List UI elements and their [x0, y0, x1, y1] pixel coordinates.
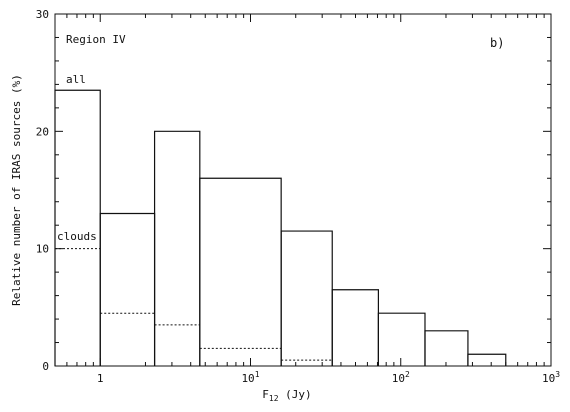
y-tick-label: 0: [42, 360, 49, 373]
bar-all: [153, 130, 201, 366]
x-tick-label: 101: [241, 370, 259, 385]
x-tick-label: 103: [542, 370, 560, 385]
x-tick-label: 102: [392, 370, 410, 385]
region-label: Region IV: [66, 33, 126, 46]
x-axis-label-sub: 12: [269, 394, 279, 403]
bar-all: [99, 212, 156, 366]
y-tick-label: 20: [36, 125, 49, 138]
bar-all: [199, 177, 282, 366]
x-tick-label: 1: [97, 372, 104, 385]
annotations: Region IV b) all clouds: [57, 33, 504, 243]
bar-all: [467, 353, 507, 366]
bar-all: [331, 289, 379, 366]
bar-all: [424, 330, 469, 366]
y-tick-label: 30: [36, 8, 49, 21]
x-axis-label-main: F: [262, 388, 269, 401]
bar-all: [280, 230, 333, 366]
y-axis: 0 10 20 30: [36, 8, 551, 373]
series-label-clouds: clouds: [57, 230, 97, 243]
x-axis-label: F12 (Jy): [262, 388, 311, 403]
series-label-all: all: [66, 73, 86, 86]
histogram-bars: [54, 89, 507, 366]
y-axis-label: Relative number of IRAS sources (%): [10, 74, 23, 306]
x-axis-label-unit: (Jy): [279, 388, 312, 401]
y-tick-label: 10: [36, 243, 49, 256]
x-axis: 1 101 102 103: [54, 14, 560, 385]
panel-label: b): [490, 36, 504, 50]
bar-all: [377, 312, 426, 366]
